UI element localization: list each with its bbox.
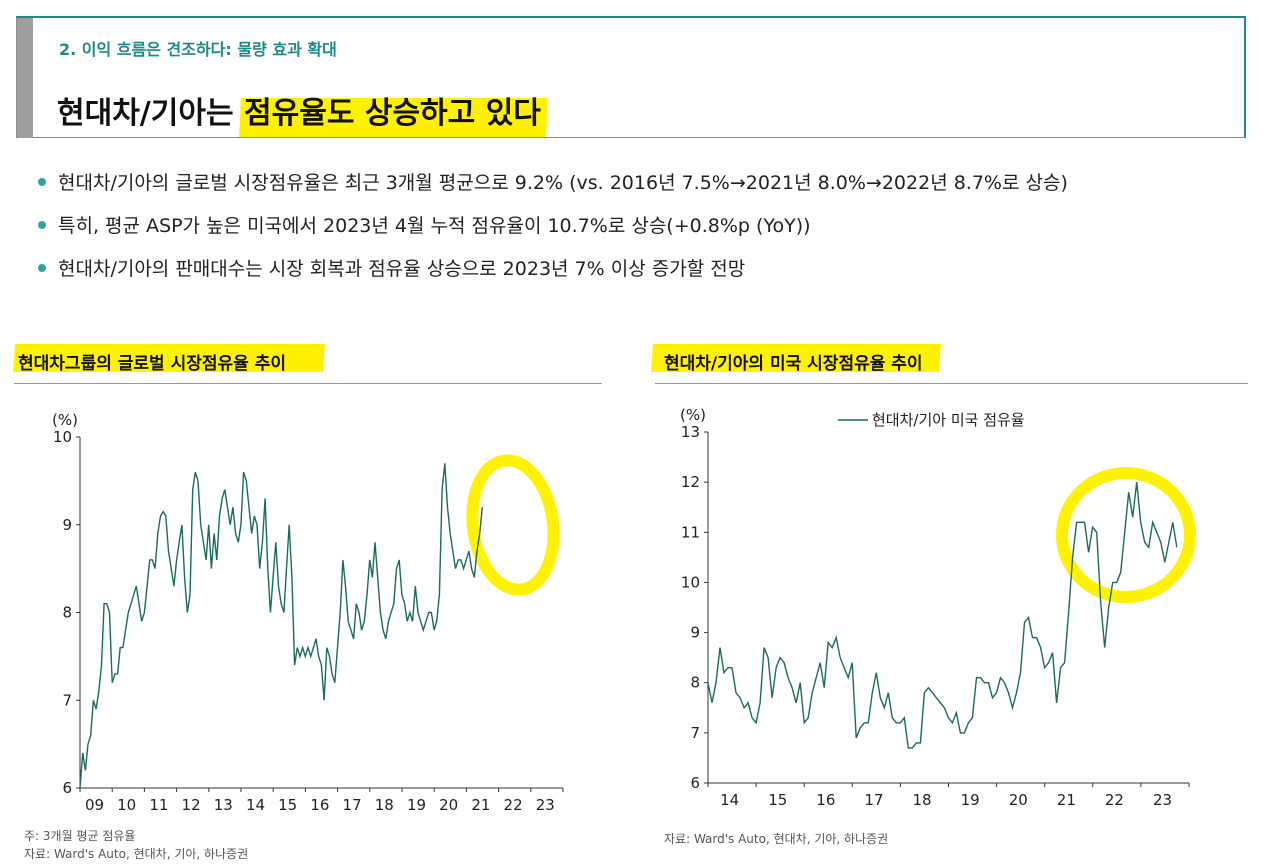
- chart1-x-tick-label: 20: [439, 796, 458, 814]
- bullet-dot: [38, 263, 46, 272]
- chart2-title-rule: [655, 383, 1248, 384]
- chart2-x-tick-label: 18: [912, 791, 931, 809]
- chart1-y-tick-label: 10: [53, 428, 72, 446]
- bullet-text: 현대차/기아의 글로벌 시장점유율은 최근 3개월 평균으로 9.2% (vs.…: [58, 172, 1068, 194]
- chart1-title: 현대차그룹의 글로벌 시장점유율 추이: [18, 354, 286, 374]
- chart1-x-tick-label: 17: [343, 796, 362, 814]
- bullet-dot: [38, 177, 46, 186]
- chart2-y-unit: (%): [680, 406, 706, 424]
- chart1-y-tick-label: 7: [62, 691, 72, 709]
- us-share-chart: (%) 6 7 8 9 10 11 12 13 14 15 16 17 18 19 20 21 22 23 현대차/기…: [680, 406, 1196, 809]
- chart1-y-unit: (%): [52, 411, 78, 429]
- section-header: 2. 이익 흐름은 견조하다: 물량 효과 확대 현대차/기아는 점유율도 상승…: [16, 16, 1246, 138]
- section-title: 현대차/기아는 점유율도 상승하고 있다: [57, 88, 541, 132]
- chart1-highlight-circle: [466, 454, 560, 596]
- chart1-x-tick-label: 15: [278, 796, 297, 814]
- chart2-x-tick-label: 23: [1153, 791, 1172, 809]
- bullet-text: 현대차/기아의 판매대수는 시장 회복과 점유율 상승으로 2023년 7% 이…: [58, 258, 746, 280]
- chart1-x-tick-label: 19: [407, 796, 426, 814]
- chart1-note: 주: 3개월 평균 점유율: [24, 829, 136, 843]
- header-side-bar: [17, 18, 33, 138]
- chart2-y-tick-label: 7: [690, 724, 700, 742]
- chart2-y-tick-label: 12: [681, 473, 700, 491]
- chart1-x-tick-label: 10: [117, 796, 136, 814]
- chart1-x-tick-label: 14: [246, 796, 265, 814]
- bullet-dot: [38, 220, 46, 229]
- chart2-highlight-circle: [1056, 467, 1196, 603]
- chart1-y-tick-label: 9: [62, 516, 72, 534]
- chart1-series-line: [79, 463, 483, 789]
- chart1-title-rule: [14, 383, 602, 384]
- global-share-chart: (%) 6 7 8 9 10 09 10 11 12 13 14 15 16 17 18 19 20 21 22 23: [52, 411, 564, 814]
- chart2-title: 현대차/기아의 미국 시장점유율 추이: [664, 354, 923, 374]
- chart2-x-tick-label: 20: [1009, 791, 1028, 809]
- chart1-y-tick-label: 6: [62, 779, 72, 797]
- chart2-y-tick-label: 8: [690, 674, 700, 692]
- chart2-y-tick-label: 13: [681, 423, 700, 441]
- chart1-x-tick-label: 18: [375, 796, 394, 814]
- bullet-item: 특히, 평균 ASP가 높은 미국에서 2023년 4월 누적 점유율이 10.…: [38, 211, 1068, 254]
- chart2-y-tick-label: 10: [681, 573, 700, 591]
- title-highlight-text: 점유율도 상승하고 있다: [244, 96, 541, 131]
- section-subtitle: 2. 이익 흐름은 견조하다: 물량 효과 확대: [59, 40, 337, 59]
- bullet-item: 현대차/기아의 글로벌 시장점유율은 최근 3개월 평균으로 9.2% (vs.…: [38, 168, 1068, 211]
- chart2-x-tick-label: 19: [961, 791, 980, 809]
- chart2-y-tick-label: 6: [690, 774, 700, 792]
- title-plain: 현대차/기아는: [57, 96, 245, 131]
- bullet-item: 현대차/기아의 판매대수는 시장 회복과 점유율 상승으로 2023년 7% 이…: [38, 254, 1068, 297]
- chart1-x-tick-label: 16: [310, 796, 329, 814]
- chart1-x-tick-label: 22: [504, 796, 523, 814]
- chart1-x-tick-label: 12: [182, 796, 201, 814]
- chart1-x-tick-label: 23: [536, 796, 555, 814]
- chart1-source: 자료: Ward's Auto, 현대차, 기아, 하나증권: [24, 847, 249, 861]
- chart2-y-tick-label: 11: [681, 523, 700, 541]
- chart2-series-line: [707, 482, 1178, 749]
- chart1-x-tick-label: 11: [149, 796, 168, 814]
- bullet-text: 특히, 평균 ASP가 높은 미국에서 2023년 4월 누적 점유율이 10.…: [58, 215, 811, 237]
- chart1-x-tick-label: 09: [85, 796, 104, 814]
- chart2-x-tick-label: 14: [720, 791, 739, 809]
- chart2-x-tick-label: 16: [816, 791, 835, 809]
- chart2-y-tick-label: 9: [690, 624, 700, 642]
- bullet-list: 현대차/기아의 글로벌 시장점유율은 최근 3개월 평균으로 9.2% (vs.…: [38, 168, 1068, 297]
- title-highlight: 점유율도 상승하고 있다: [244, 88, 541, 132]
- chart2-x-tick-label: 15: [768, 791, 787, 809]
- chart2-legend-label: 현대차/기아 미국 점유율: [872, 411, 1025, 429]
- chart1-x-tick-label: 13: [214, 796, 233, 814]
- chart1-y-tick-label: 8: [62, 604, 72, 622]
- chart2-x-tick-label: 22: [1105, 791, 1124, 809]
- chart2-x-tick-label: 21: [1057, 791, 1076, 809]
- chart2-source: 자료: Ward's Auto, 현대차, 기아, 하나증권: [664, 832, 889, 846]
- chart2-x-tick-label: 17: [864, 791, 883, 809]
- chart1-x-tick-label: 21: [471, 796, 490, 814]
